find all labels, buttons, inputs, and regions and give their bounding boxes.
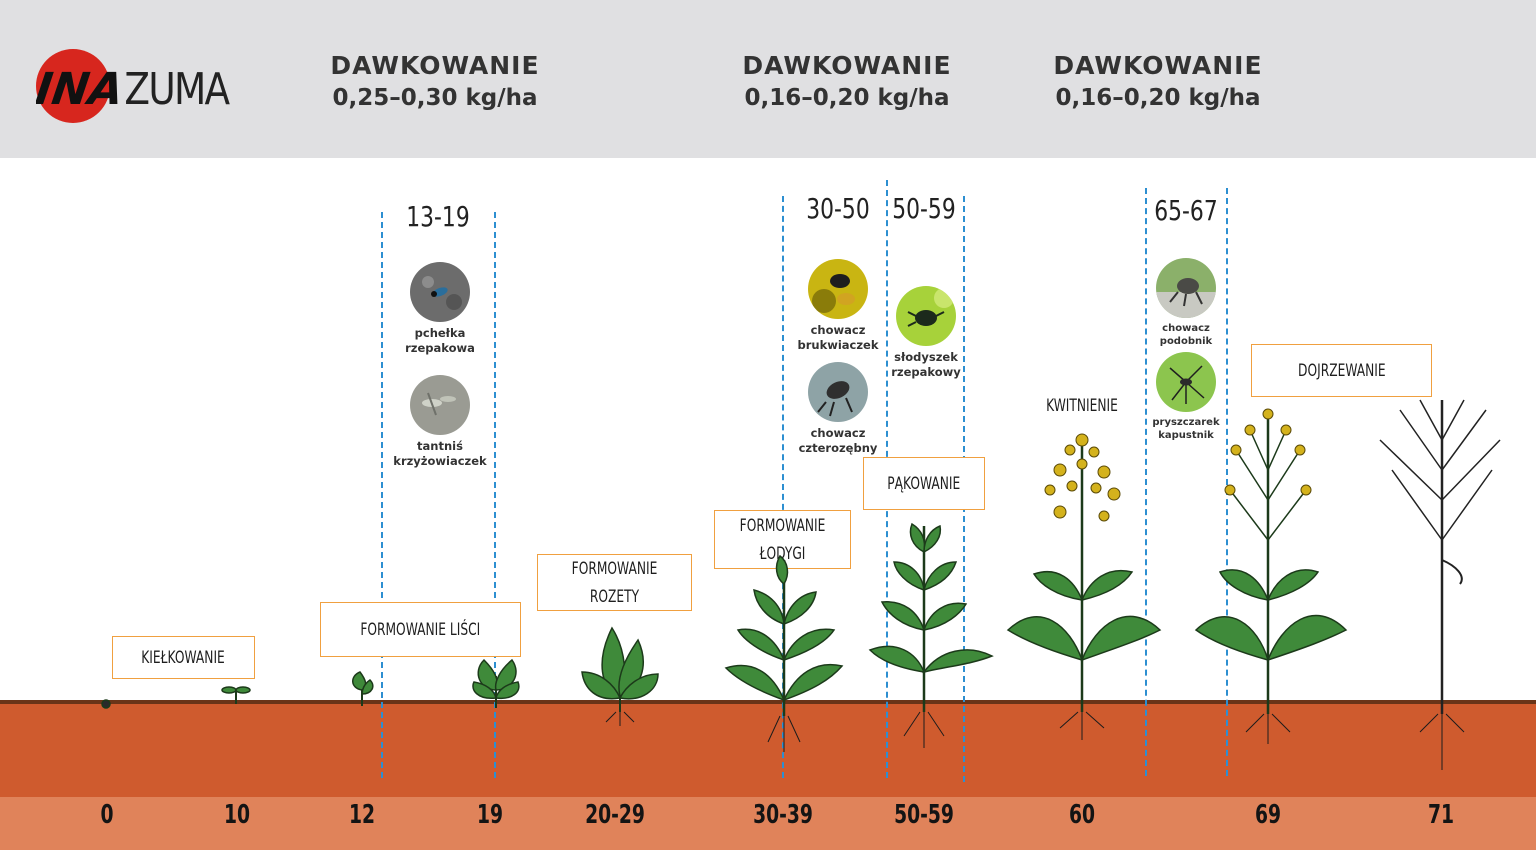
dosage-value: 0,25–0,30 kg/ha [332,85,538,111]
svg-text:ZUMA: ZUMA [124,63,230,115]
bbch-label: 30-39 [753,800,813,830]
dosage-block-2: DAWKOWANIE 0,16–0,20 kg/ha [717,50,977,114]
bbch-label: 69 [1254,800,1282,830]
inazuma-logo: INA ZUMA [36,49,232,123]
midge-icon [1156,352,1216,412]
sprout-icon [221,686,251,704]
ripening-plant-icon [1379,399,1501,770]
bbch-scale-band [0,797,1536,850]
bbch-label: 50-59 [894,800,954,830]
flowering-plant-icon [1006,433,1162,740]
pest-weevil-czterozebny: chowacz czterozębny [778,362,898,456]
stage-label: FORMOWANIE ROZETY [571,558,658,607]
window-line [381,212,383,778]
dosage-value: 0,16–0,20 kg/ha [744,85,950,111]
svg-text:INA: INA [36,64,127,115]
dosage-title: DAWKOWANIE [1053,51,1263,80]
bbch-label: 12 [348,800,376,830]
pest-label: pchełka rzepakowa [405,326,475,355]
pest-label: chowacz czterozębny [798,426,878,455]
stage-label: FORMOWANIE LIŚCI [360,619,481,640]
stage-box-rosette: FORMOWANIE ROZETY [537,554,692,611]
stage-box-ripening: DOJRZEWANIE [1251,344,1432,397]
stage-label: DOJRZEWANIE [1297,360,1386,381]
range-label: 13-19 [406,200,470,233]
weevil-icon [808,362,868,422]
soil-band [0,703,1536,798]
rosette-plant-icon [581,626,659,726]
range-label: 65-67 [1154,194,1218,227]
pest-weevil-podobnik: chowacz podobnik [1126,258,1246,348]
pest-weevil-brukwiaczek: chowacz brukwiaczek [778,259,898,353]
pollen-beetle-icon [896,286,956,346]
flea-beetle-icon [410,262,470,322]
bbch-label: 19 [476,800,504,830]
dosage-block-1: DAWKOWANIE 0,25–0,30 kg/ha [305,50,565,114]
seed-icon [101,699,111,709]
pest-flea-beetle: pchełka rzepakowa [380,262,500,356]
budding-plant-icon [868,522,994,748]
window-line [782,196,784,778]
bbch-label: 10 [223,800,251,830]
bbch-label: 71 [1427,800,1455,830]
stage-box-budding: PĄKOWANIE [863,457,985,510]
stage-box-germination: KIEŁKOWANIE [112,636,255,679]
dosage-title: DAWKOWANIE [330,51,540,80]
range-label: 30-50 [806,192,870,225]
stage-label-flowering: KWITNIENIE [1046,396,1118,416]
pest-label: chowacz brukwiaczek [797,323,879,352]
stage-box-leaf-formation: FORMOWANIE LIŚCI [320,602,521,657]
stage-label: FORMOWANIE ŁODYGI [739,515,826,564]
bbch-label: 60 [1068,800,1096,830]
seedling-icon [352,671,374,706]
pest-moth: tantniś krzyżowiaczek [380,375,500,469]
bbch-label: 0 [100,800,114,830]
podding-plant-icon [1194,408,1348,744]
pest-label: tantniś krzyżowiaczek [393,439,487,468]
weevil-icon [808,259,868,319]
young-plant-icon [472,658,520,708]
bbch-label: 20-29 [585,800,645,830]
stage-label: PĄKOWANIE [887,473,961,494]
pest-label: chowacz podobnik [1159,323,1213,347]
window-line [1226,188,1228,776]
pest-midge: pryszczarek kapustnik [1126,352,1246,442]
soil-surface-line [0,700,1536,704]
pest-label: słodyszek rzepakowy [891,350,961,379]
window-line [494,212,496,778]
stem-plant-icon [724,554,844,752]
pest-pollen-beetle: słodyszek rzepakowy [866,286,986,380]
dosage-value: 0,16–0,20 kg/ha [1055,85,1261,111]
pest-label: pryszczarek kapustnik [1152,417,1220,441]
header-band [0,0,1536,158]
window-line [1145,188,1147,776]
dosage-block-3: DAWKOWANIE 0,16–0,20 kg/ha [1028,50,1288,114]
stage-label: KIEŁKOWANIE [141,647,226,668]
dosage-title: DAWKOWANIE [742,51,952,80]
range-label: 50-59 [892,192,956,225]
moth-icon [410,375,470,435]
